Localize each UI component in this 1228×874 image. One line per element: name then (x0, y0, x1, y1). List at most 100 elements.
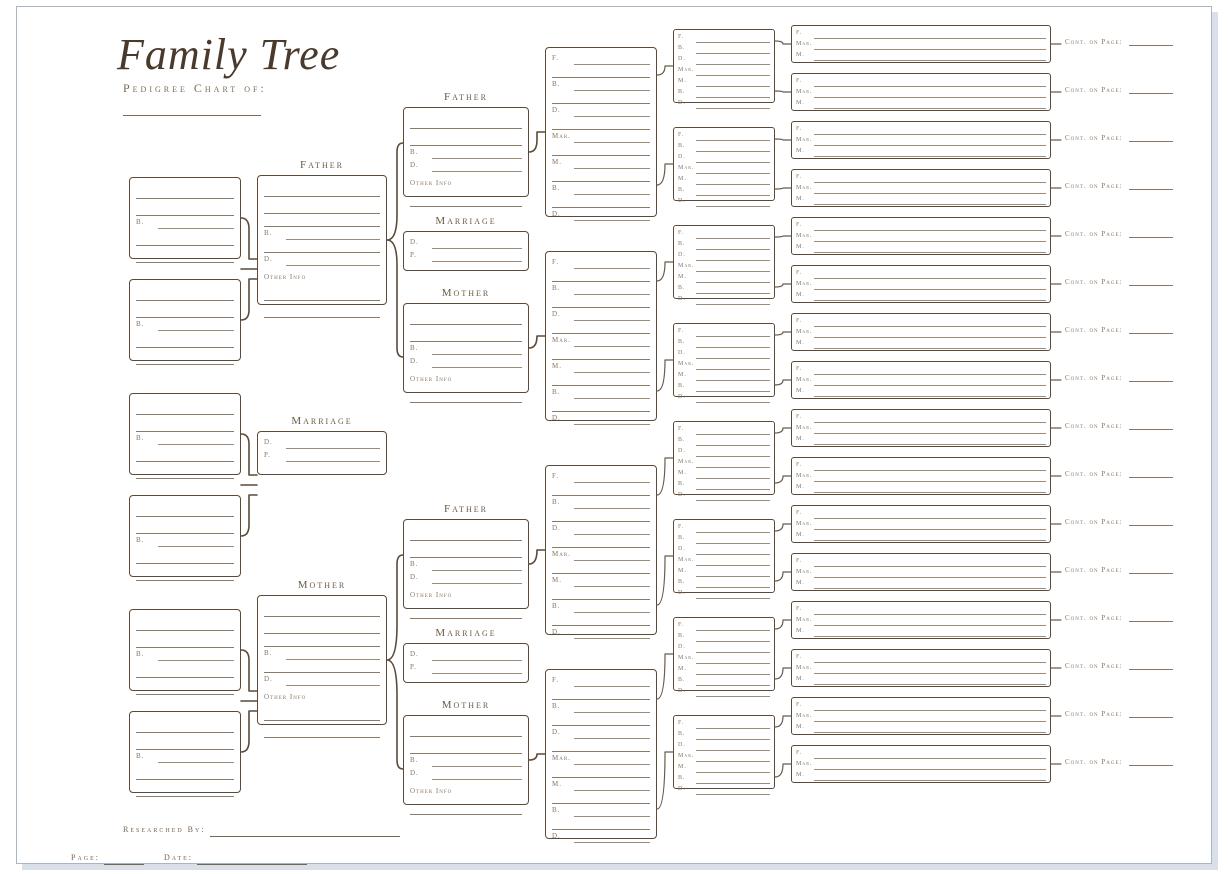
field-birth: B. (552, 284, 574, 292)
doc-subtitle: Pedigree Chart of: (123, 81, 267, 96)
sheet: Family Tree Pedigree Chart of: B. B. B. (25, 15, 1203, 855)
g6-box-15: F.Mar.M. (791, 697, 1051, 735)
footer-researched-by-label: Researched By: (123, 825, 206, 834)
cont-on-page-6: Cont. on Page: (1065, 277, 1173, 286)
cont-on-page-14: Cont. on Page: (1065, 661, 1173, 670)
field-death: D. (552, 832, 574, 840)
field-father: F. (552, 676, 574, 684)
g3-mother-heading-1: Mother (403, 287, 529, 299)
g5-box-4: F. B. D. Mar. M. B. D. (673, 323, 775, 397)
g5-box-8: F. B. D. Mar. M. B. D. (673, 715, 775, 789)
field-father: F. (552, 472, 574, 480)
g2-father-box: B. D. Other Info (257, 175, 387, 305)
g1-box-5: B. (129, 609, 241, 691)
field-death: D. (552, 728, 574, 736)
g6-box-6: F.Mar.M. (791, 265, 1051, 303)
g3-marriage-box-1: D. P. (403, 231, 529, 271)
cont-on-page-13: Cont. on Page: (1065, 613, 1173, 622)
g6-box-8: F.Mar.M. (791, 361, 1051, 399)
g2-mother-heading: Mother (257, 579, 387, 591)
field-mother: M. (552, 576, 574, 584)
cont-on-page-2: Cont. on Page: (1065, 85, 1173, 94)
field-father: F. (552, 54, 574, 62)
page-frame: Family Tree Pedigree Chart of: B. B. B. (16, 6, 1212, 864)
g3-mother-heading-2: Mother (403, 699, 529, 711)
footer-date-label: Date: (164, 853, 193, 862)
field-marriage: Mar. (552, 336, 574, 344)
field-birth: B. (136, 320, 158, 328)
g3-father-box-1: B. D. Other Info (403, 107, 529, 197)
field-birth: B. (410, 560, 432, 568)
field-birth: B. (136, 218, 158, 226)
g3-marriage-box-2: D. P. (403, 643, 529, 683)
g4-box-1: F. B. D. Mar. M. B. D. (545, 47, 657, 217)
field-other-info: Other Info (264, 693, 306, 701)
field-birth: B. (264, 649, 286, 657)
field-death: D. (264, 675, 286, 683)
g6-box-14: F.Mar.M. (791, 649, 1051, 687)
field-death: D. (552, 210, 574, 218)
g6-box-5: F.Mar.M. (791, 217, 1051, 255)
field-other-info: Other Info (410, 179, 452, 187)
subject-name-line (123, 115, 261, 116)
cont-on-page-1: Cont. on Page: (1065, 37, 1173, 46)
footer-page: Page: Date: (71, 847, 307, 865)
cont-on-page-10: Cont. on Page: (1065, 469, 1173, 478)
footer: Researched By: (123, 819, 400, 837)
g5-box-5: F. B. D. Mar. M. B. D. (673, 421, 775, 495)
doc-title: Family Tree (117, 29, 340, 80)
field-marriage-place: P. (410, 663, 432, 671)
field-death: D. (410, 161, 432, 169)
g6-box-12: F.Mar.M. (791, 553, 1051, 591)
g4-box-3: F. B. D. Mar. M. B. D. (545, 465, 657, 635)
g3-marriage-heading-1: Marriage (403, 215, 529, 227)
field-death: D. (410, 357, 432, 365)
field-birth: B. (552, 702, 574, 710)
field-father: F. (552, 258, 574, 266)
field-death: D. (264, 255, 286, 263)
cont-on-page-16: Cont. on Page: (1065, 757, 1173, 766)
field-marriage-place: P. (410, 251, 432, 259)
g6-box-1: F.Mar.M. (791, 25, 1051, 63)
g6-box-2: F.Mar.M. (791, 73, 1051, 111)
field-death: D. (552, 414, 574, 422)
footer-date-line (197, 856, 307, 865)
field-death: D. (552, 106, 574, 114)
g1-box-1: B. (129, 177, 241, 259)
field-marriage-place: P. (264, 451, 286, 459)
cont-on-page-15: Cont. on Page: (1065, 709, 1173, 718)
field-birth: B. (552, 806, 574, 814)
field-birth: B. (136, 752, 158, 760)
field-marriage: Mar. (552, 550, 574, 558)
g5-box-1: F. B. D. Mar. M. B. D. (673, 29, 775, 103)
cont-on-page-11: Cont. on Page: (1065, 517, 1173, 526)
field-birth: B. (410, 148, 432, 156)
footer-page-line (104, 856, 144, 865)
cont-on-page-4: Cont. on Page: (1065, 181, 1173, 190)
g1-box-3: B. (129, 393, 241, 475)
g6-box-9: F.Mar.M. (791, 409, 1051, 447)
cont-on-page-9: Cont. on Page: (1065, 421, 1173, 430)
g4-box-2: F. B. D. Mar. M. B. D. (545, 251, 657, 421)
g3-marriage-heading-2: Marriage (403, 627, 529, 639)
cont-on-page-7: Cont. on Page: (1065, 325, 1173, 334)
field-mother: M. (552, 780, 574, 788)
g2-mother-box: B. D. Other Info (257, 595, 387, 725)
field-birth: B. (552, 498, 574, 506)
cont-on-page-5: Cont. on Page: (1065, 229, 1173, 238)
g2-father-heading: Father (257, 159, 387, 171)
field-death: D. (552, 524, 574, 532)
g3-mother-box-1: B. D. Other Info (403, 303, 529, 393)
field-birth: B. (552, 388, 574, 396)
g5-box-6: F. B. D. Mar. M. B. D. (673, 519, 775, 593)
field-mother: M. (552, 158, 574, 166)
field-birth: B. (552, 184, 574, 192)
field-death: D. (552, 628, 574, 636)
field-other-info: Other Info (264, 273, 306, 281)
g5-box-2: F. B. D. Mar. M. B. D. (673, 127, 775, 201)
field-marriage: Mar. (552, 132, 574, 140)
footer-page-label: Page: (71, 853, 100, 862)
cont-on-page-12: Cont. on Page: (1065, 565, 1173, 574)
g2-marriage-box: D. P. (257, 431, 387, 475)
field-birth: B. (136, 434, 158, 442)
